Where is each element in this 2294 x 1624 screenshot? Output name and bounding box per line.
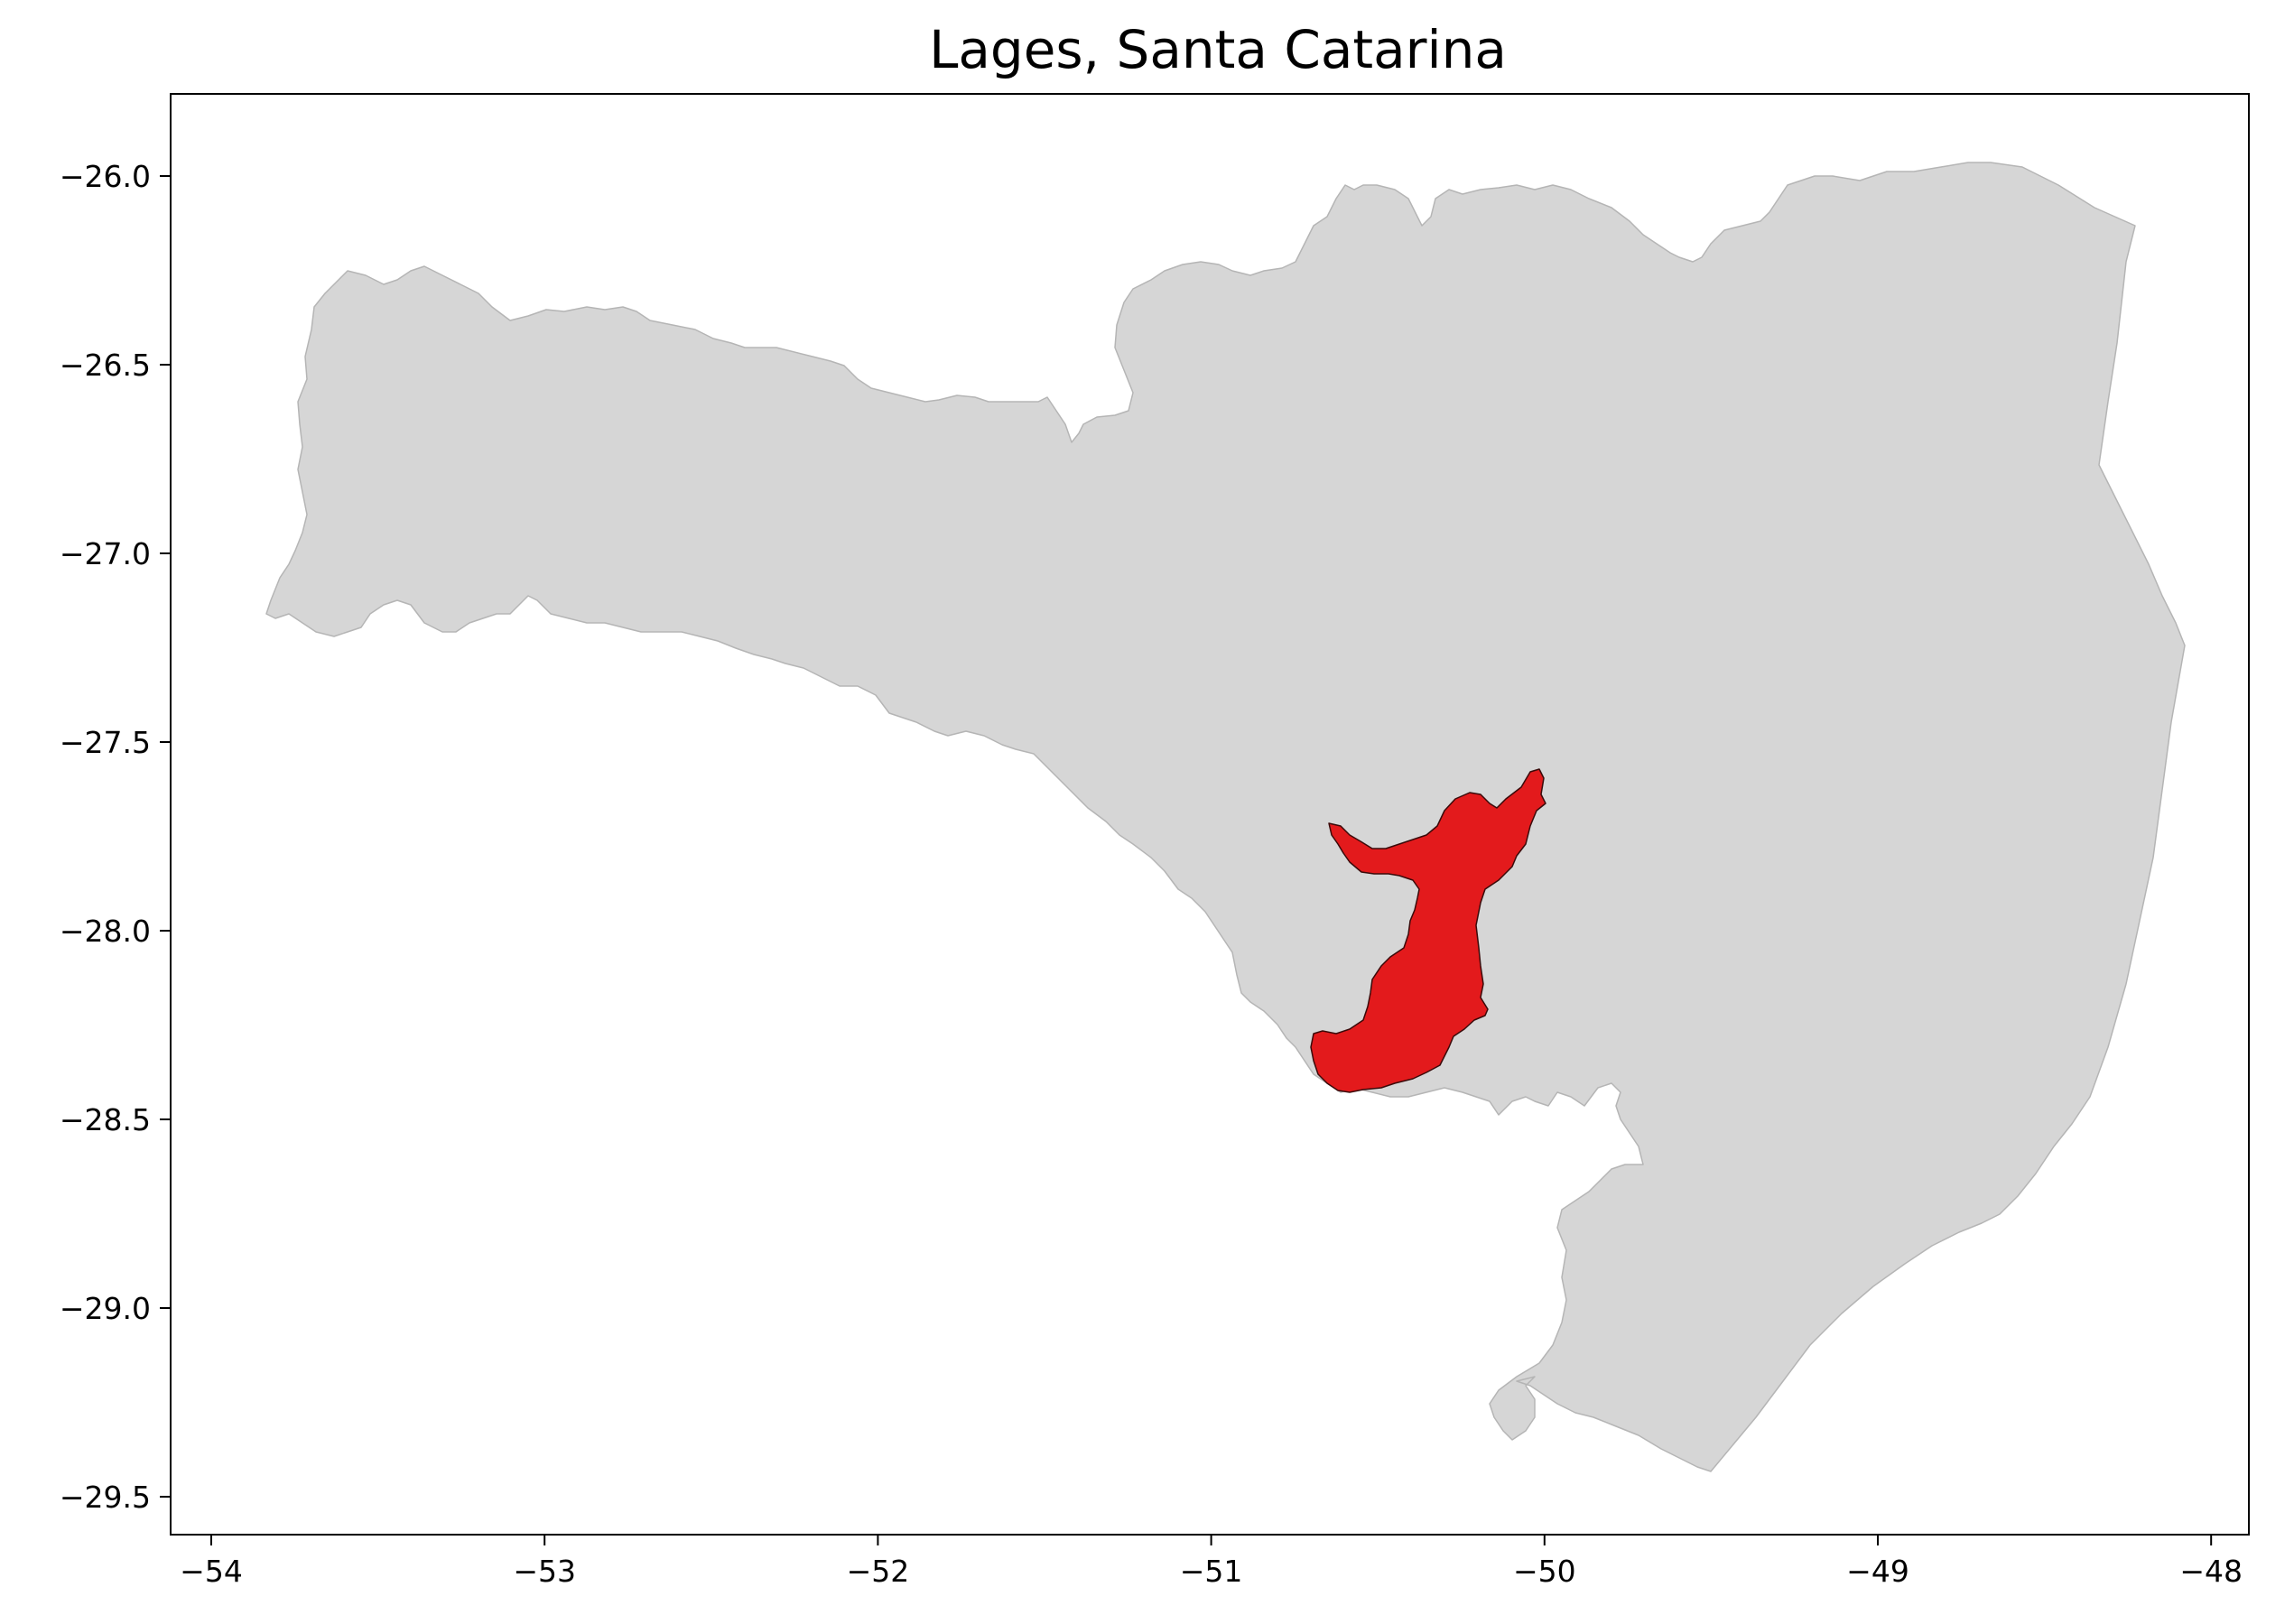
y-tick-label: −29.5 <box>60 1480 151 1515</box>
y-tick-label: −26.0 <box>60 159 151 194</box>
x-tick-label: −54 <box>180 1554 243 1589</box>
x-tick-label: −48 <box>2179 1554 2243 1589</box>
x-tick-label: −50 <box>1513 1554 1576 1589</box>
x-tick-label: −51 <box>1180 1554 1243 1589</box>
y-tick-label: −28.0 <box>60 914 151 949</box>
y-tick-label: −26.5 <box>60 348 151 383</box>
y-tick-label: −27.0 <box>60 536 151 571</box>
x-axis: −54 −53 −52 −51 −50 −49 −48 <box>180 1535 2243 1589</box>
y-tick-label: −29.0 <box>60 1291 151 1326</box>
y-axis: −26.0 −26.5 −27.0 −27.5 −28.0 −28.5 −29.0 −29.5 <box>60 159 171 1515</box>
x-tick-label: −52 <box>847 1554 910 1589</box>
map-title: Lages, Santa Catarina <box>929 19 1507 80</box>
x-tick-label: −53 <box>513 1554 576 1589</box>
x-tick-label: −49 <box>1846 1554 1909 1589</box>
axes-frame <box>170 93 2250 1536</box>
state-shape-santa-catarina <box>265 162 2186 1472</box>
y-tick-label: −27.5 <box>60 725 151 760</box>
municipality-shape-lages <box>1310 768 1546 1093</box>
y-tick-label: −28.5 <box>60 1102 151 1137</box>
